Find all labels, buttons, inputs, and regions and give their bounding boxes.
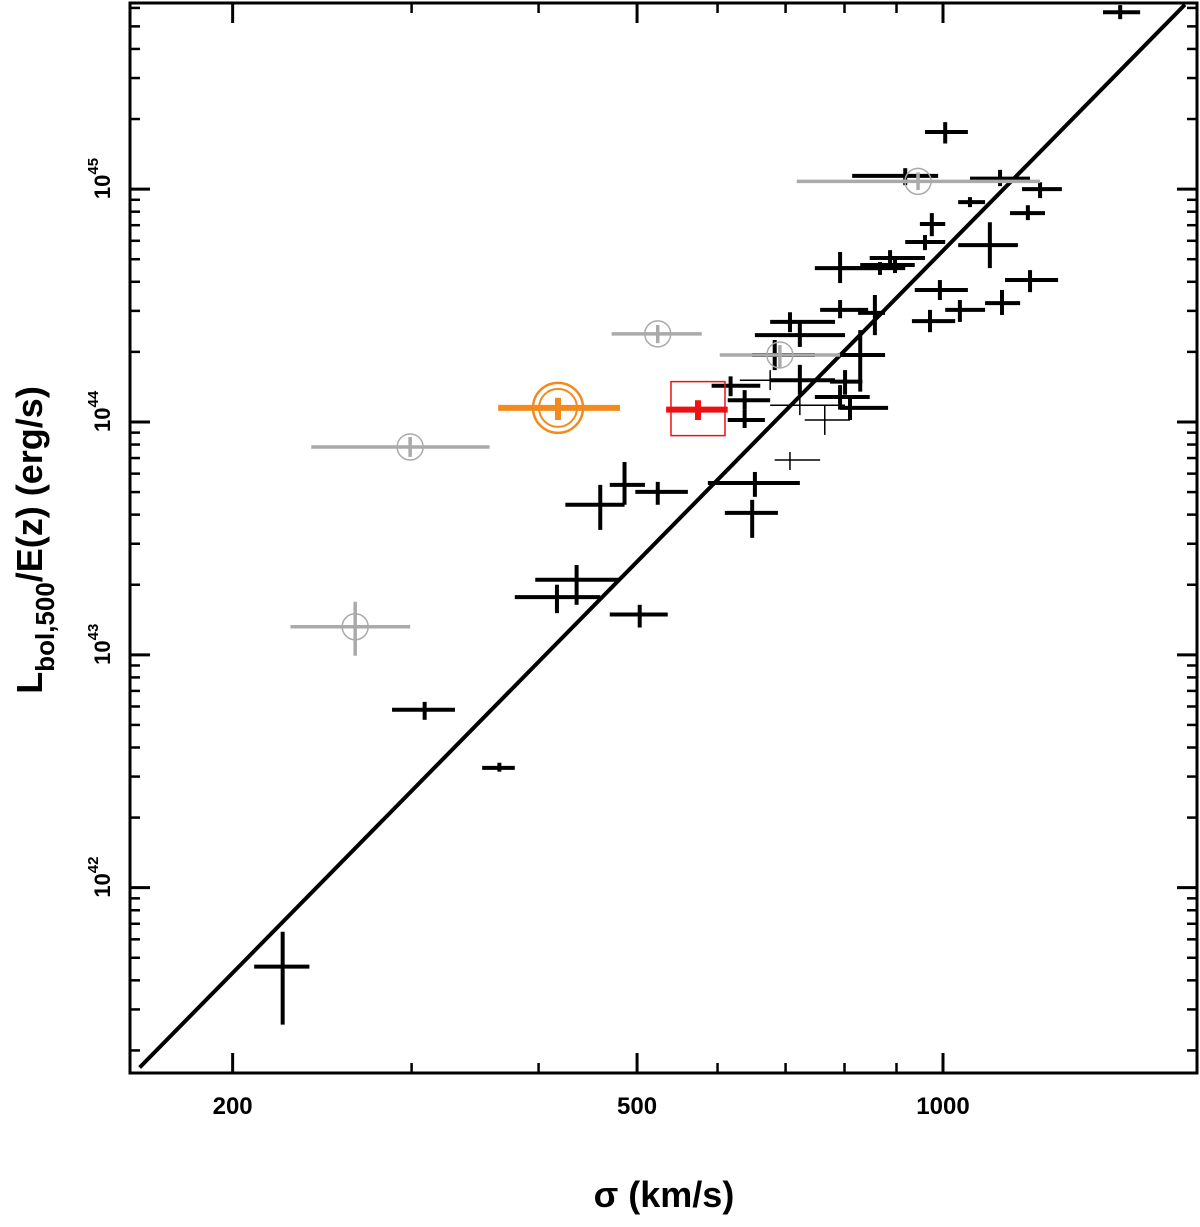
y-tick-label: 1043 — [85, 624, 115, 665]
y-tick-label: 1044 — [85, 390, 115, 432]
y-tick-base: 10 — [90, 175, 115, 199]
y-tick-exponent: 45 — [85, 158, 102, 175]
x-axis-label: σ (km/s) — [594, 1174, 735, 1215]
y-tick-base: 10 — [90, 407, 115, 431]
x-tick-label: 1000 — [916, 1093, 969, 1120]
plot-area — [138, 3, 1187, 1069]
y-tick-exponent: 42 — [85, 857, 102, 874]
y-label-main: L — [9, 672, 50, 694]
plot-frame — [128, 1, 1199, 1075]
y-label-sub: bol,500 — [30, 582, 60, 672]
y-tick-label: 1042 — [85, 857, 115, 898]
y-axis-label: Lbol,500/E(z) (erg/s) — [9, 386, 60, 694]
y-tick-exponent: 44 — [85, 390, 102, 407]
y-label-rest: /E(z) (erg/s) — [9, 386, 50, 582]
y-tick-base: 10 — [90, 640, 115, 664]
y-tick-exponent: 43 — [85, 624, 102, 641]
y-tick-label: 1045 — [85, 158, 115, 199]
x-tick-label: 200 — [213, 1093, 253, 1120]
fit-line — [138, 3, 1187, 1069]
y-tick-base: 10 — [90, 873, 115, 897]
x-tick-label: 500 — [617, 1093, 657, 1120]
